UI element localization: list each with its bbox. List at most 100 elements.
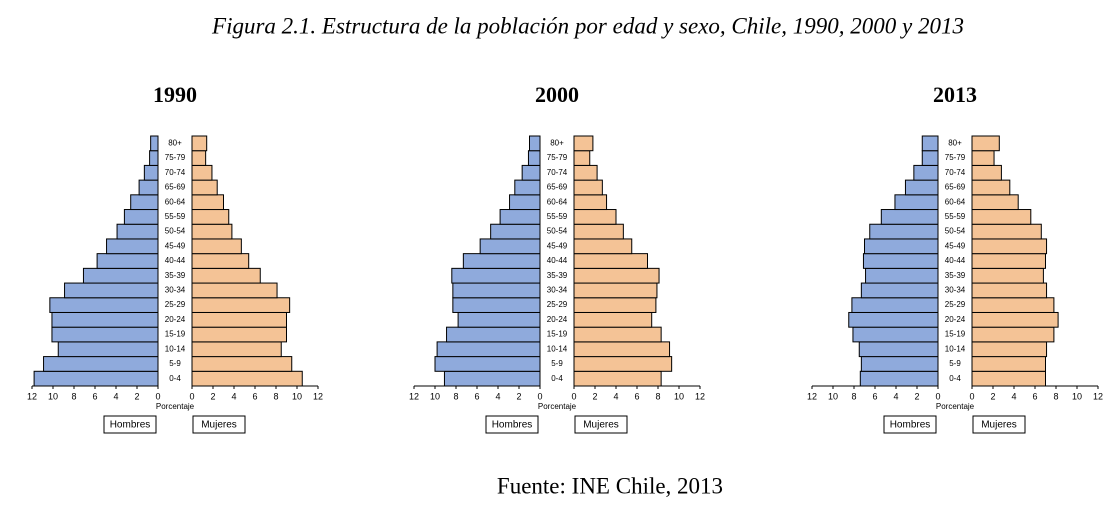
x-tick-label: 6 <box>474 391 479 401</box>
bar-female <box>191 179 218 196</box>
bar-male <box>859 370 939 387</box>
bar-male <box>452 282 541 299</box>
bar-male <box>49 297 159 313</box>
bar-male <box>457 311 541 328</box>
bar-male <box>860 356 939 372</box>
x-tick-label: 4 <box>113 391 118 401</box>
bar-female <box>573 311 653 328</box>
panel-title: 2013 <box>933 82 977 107</box>
x-tick-label: 2 <box>914 391 919 401</box>
bar-female <box>191 297 291 313</box>
bar-female <box>573 282 658 299</box>
category-label: 65-69 <box>945 183 966 192</box>
bar-male <box>479 238 541 255</box>
x-tick-label: 8 <box>1053 391 1058 401</box>
bar-male <box>96 253 159 269</box>
category-label: 10-14 <box>547 344 568 353</box>
category-label: 70-74 <box>945 168 966 177</box>
legend-box <box>972 415 1026 434</box>
x-tick-label: 0 <box>155 391 160 401</box>
bar-female <box>191 267 261 284</box>
category-label: 10-14 <box>945 344 966 353</box>
legend-box <box>883 415 937 434</box>
category-label: 80+ <box>550 138 564 147</box>
category-label: 30-34 <box>165 286 186 295</box>
bar-female <box>191 135 208 152</box>
x-axis-label: Porcentaje <box>936 402 975 411</box>
bar-male <box>848 311 939 328</box>
panel-title: 1990 <box>153 82 197 107</box>
bar-female <box>971 135 1000 152</box>
bar-female <box>191 370 303 387</box>
x-tick-label: 12 <box>1093 391 1103 401</box>
bar-female <box>971 356 1046 372</box>
x-tick-label: 0 <box>537 391 542 401</box>
category-label: 35-39 <box>165 271 186 280</box>
x-tick-label: 2 <box>592 391 597 401</box>
category-label: 40-44 <box>945 256 966 265</box>
x-tick-label: 12 <box>695 391 705 401</box>
bar-male <box>860 282 939 299</box>
bar-female <box>573 370 662 387</box>
x-tick-label: 12 <box>27 391 37 401</box>
x-tick-label: 12 <box>313 391 323 401</box>
bar-male <box>150 135 159 152</box>
bar-male <box>434 356 541 372</box>
x-tick-label: 2 <box>516 391 521 401</box>
category-label: 5-9 <box>949 359 961 368</box>
bar-male <box>921 135 939 152</box>
legend-box <box>192 415 246 434</box>
source-note: Fuente: INE Chile, 2013 <box>497 473 723 498</box>
category-label: 60-64 <box>945 197 966 206</box>
bar-female <box>191 356 293 372</box>
panel-title: 2000 <box>535 82 579 107</box>
x-tick-label: 10 <box>48 391 58 401</box>
bar-male <box>864 238 939 255</box>
x-tick-label: 4 <box>495 391 500 401</box>
x-tick-label: 8 <box>453 391 458 401</box>
bar-male <box>869 223 939 240</box>
bar-male <box>51 311 159 328</box>
x-tick-label: 6 <box>1032 391 1037 401</box>
bar-female <box>191 150 207 166</box>
bar-female <box>573 135 594 152</box>
x-tick-label: 6 <box>634 391 639 401</box>
bar-male <box>149 150 159 166</box>
x-tick-label: 10 <box>292 391 302 401</box>
category-label: 15-19 <box>547 330 568 339</box>
bar-female <box>971 326 1055 343</box>
legend-box <box>574 415 628 434</box>
category-label: 50-54 <box>165 227 186 236</box>
bar-female <box>573 326 662 343</box>
bar-male <box>499 209 541 225</box>
bar-male <box>143 164 159 181</box>
bar-female <box>573 194 608 211</box>
bar-male <box>106 238 159 255</box>
bar-female <box>573 297 657 313</box>
category-label: 75-79 <box>547 153 568 162</box>
legend-box <box>103 415 157 434</box>
category-label: 10-14 <box>165 344 186 353</box>
bar-male <box>858 341 939 358</box>
x-tick-label: 0 <box>935 391 940 401</box>
bar-female <box>971 341 1048 358</box>
bar-female <box>971 209 1032 225</box>
bar-female <box>971 164 1002 181</box>
bar-female <box>573 356 673 372</box>
category-label: 20-24 <box>945 315 966 324</box>
category-label: 50-54 <box>945 227 966 236</box>
bar-female <box>971 223 1042 240</box>
bar-male <box>913 164 939 181</box>
category-label: 45-49 <box>547 241 568 250</box>
category-label: 30-34 <box>945 286 966 295</box>
bar-female <box>573 223 624 240</box>
category-label: 80+ <box>168 138 182 147</box>
bar-female <box>573 341 671 358</box>
x-tick-label: 4 <box>893 391 898 401</box>
x-tick-label: 6 <box>92 391 97 401</box>
bar-male <box>43 356 159 372</box>
category-label: 0-4 <box>169 374 181 383</box>
category-label: 55-59 <box>165 212 186 221</box>
bar-female <box>971 238 1048 255</box>
legend-label: Mujeres <box>201 420 237 431</box>
